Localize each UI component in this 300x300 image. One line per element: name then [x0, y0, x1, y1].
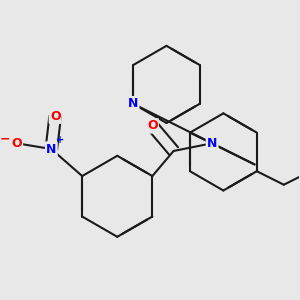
- Text: N: N: [128, 97, 138, 110]
- Text: +: +: [56, 135, 64, 146]
- Text: N: N: [207, 137, 217, 150]
- Text: O: O: [50, 110, 61, 123]
- Text: O: O: [11, 137, 22, 150]
- Text: O: O: [147, 119, 158, 132]
- Text: −: −: [0, 133, 10, 146]
- Text: N: N: [46, 142, 56, 155]
